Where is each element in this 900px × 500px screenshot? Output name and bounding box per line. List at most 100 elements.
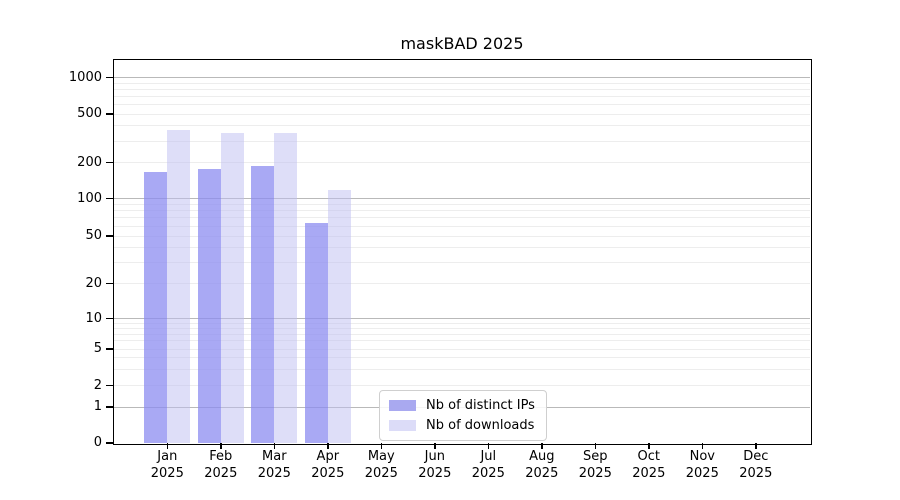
x-tick-year: 2025: [257, 465, 291, 481]
gridline-minor: [114, 95, 810, 97]
x-axis-tick-mark: [487, 443, 490, 449]
gridline-minor: [114, 82, 810, 84]
gridline-minor: [114, 357, 810, 359]
x-tick-year: 2025: [471, 465, 505, 481]
bar-downloads: [167, 129, 191, 443]
gridline-minor: [114, 103, 810, 105]
x-tick-month: Jul: [480, 449, 497, 464]
x-tick-year: 2025: [150, 465, 184, 481]
gridline-minor: [114, 113, 810, 115]
x-axis-tick-mark: [755, 443, 757, 449]
y-axis-tick-mark: [106, 384, 114, 387]
y-axis-tick-label: 200: [77, 154, 102, 170]
x-axis-tick-mark: [166, 443, 169, 449]
gridline-minor: [114, 348, 810, 350]
x-axis-tick-label: Jul 2025: [443, 449, 533, 482]
x-tick-year: 2025: [632, 465, 666, 481]
legend-swatch-distinct-ips-icon: [389, 400, 416, 411]
gridline-minor: [114, 340, 810, 342]
x-tick-month: Feb: [209, 449, 233, 464]
x-tick-month: Jan: [157, 449, 178, 464]
legend-label-distinct-ips: Nb of distinct IPs: [426, 398, 535, 413]
gridline-minor: [114, 162, 810, 163]
gridline-minor: [114, 385, 810, 386]
legend-label-downloads: Nb of downloads: [426, 418, 535, 433]
y-axis-tick-label: 100: [77, 190, 102, 206]
y-axis-tick-label: 500: [77, 106, 102, 121]
y-axis-tick-mark: [106, 442, 114, 444]
x-tick-year: 2025: [204, 465, 238, 481]
y-axis-tick-mark: [106, 197, 114, 200]
x-tick-month: Jun: [424, 449, 445, 464]
y-axis-tick-mark: [106, 161, 114, 164]
x-tick-year: 2025: [578, 465, 612, 481]
x-axis-tick-mark: [273, 443, 276, 449]
x-axis-tick-label: Oct 2025: [604, 449, 694, 482]
x-axis-tick-mark: [327, 443, 329, 449]
x-tick-year: 2025: [525, 465, 559, 481]
x-axis-tick-label: Mar 2025: [229, 449, 319, 482]
x-tick-month: Aug: [529, 449, 555, 464]
y-axis-tick-mark: [106, 406, 114, 408]
x-axis-tick-label: Jun 2025: [390, 449, 480, 482]
gridline-minor: [114, 368, 810, 370]
x-tick-month: Nov: [689, 449, 715, 464]
gridline-minor: [114, 225, 810, 227]
legend-swatch-downloads-icon: [389, 420, 416, 431]
x-tick-month: Dec: [743, 449, 769, 464]
bar-distinct-ips: [144, 172, 168, 443]
x-axis-tick-mark: [434, 443, 436, 449]
y-axis-tick-label: 20: [85, 275, 102, 291]
bar-downloads: [327, 190, 351, 443]
gridline-minor: [114, 247, 810, 249]
gridline-minor: [114, 88, 810, 90]
chart-title: maskBAD 2025: [400, 34, 524, 53]
x-tick-year: 2025: [418, 465, 452, 481]
gridline-minor: [114, 140, 810, 142]
x-tick-month: Sep: [583, 449, 608, 464]
gridline-minor: [114, 333, 810, 335]
bar-distinct-ips: [197, 168, 221, 443]
x-axis-tick-label: Sep 2025: [550, 449, 640, 482]
x-axis-tick-mark: [220, 443, 222, 449]
x-tick-month: Mar: [262, 449, 287, 464]
gridline-minor: [114, 217, 810, 219]
x-axis-tick-label: May 2025: [336, 449, 426, 482]
x-axis-tick-mark: [594, 443, 597, 449]
y-axis-tick-label: 1000: [68, 69, 102, 85]
bar-downloads: [220, 133, 244, 443]
x-axis-tick-mark: [541, 443, 543, 449]
y-axis-tick-label: 2: [93, 377, 102, 393]
gridline-minor: [114, 210, 810, 212]
bar-downloads: [274, 132, 298, 443]
y-axis-tick-label: 0: [93, 435, 102, 450]
y-axis-tick-mark: [106, 282, 114, 285]
x-tick-year: 2025: [311, 465, 345, 481]
y-axis-tick-label: 50: [85, 228, 102, 243]
y-axis-tick-label: 1: [93, 399, 102, 414]
gridline-minor: [114, 203, 810, 205]
x-axis-tick-mark: [380, 443, 383, 449]
x-tick-year: 2025: [364, 465, 398, 481]
plot-area: [114, 60, 810, 443]
legend: Nb of distinct IPs Nb of downloads: [379, 390, 547, 441]
x-axis-tick-mark: [648, 443, 650, 449]
bar-distinct-ips: [251, 165, 275, 443]
y-axis-tick-mark: [106, 76, 114, 79]
x-tick-month: Oct: [637, 449, 661, 464]
x-axis-tick-label: Nov 2025: [657, 449, 747, 482]
y-axis-tick-mark: [106, 113, 114, 115]
x-axis-tick-label: Apr 2025: [283, 449, 373, 482]
gridline-minor: [114, 235, 810, 237]
y-axis-tick-mark: [106, 317, 114, 320]
y-axis-tick-label: 5: [93, 341, 102, 356]
x-axis-tick-label: Jan 2025: [122, 449, 212, 482]
gridline-major: [114, 198, 810, 199]
y-axis-tick-mark: [106, 348, 114, 350]
x-axis-tick-label: Aug 2025: [497, 449, 587, 482]
x-tick-year: 2025: [739, 465, 773, 481]
x-axis-tick-label: Dec 2025: [711, 449, 801, 482]
gridline-minor: [114, 327, 810, 329]
gridline-minor: [114, 322, 810, 324]
legend-item: Nb of downloads: [389, 418, 535, 433]
